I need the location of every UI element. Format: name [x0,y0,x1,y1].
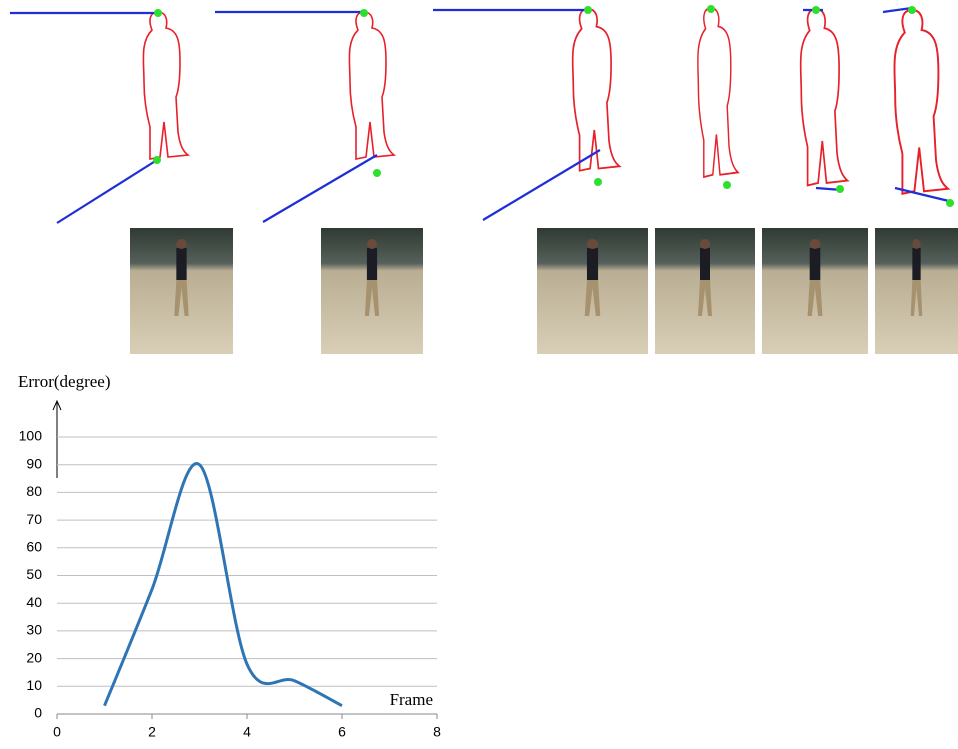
x-tick-label: 8 [433,724,441,740]
video-frames [130,228,958,354]
y-tick-label: 10 [26,677,42,693]
x-tick-label: 0 [53,724,61,740]
silhouettes [10,5,954,223]
y-tick-label: 80 [26,483,42,499]
y-tick-label: 0 [34,705,42,721]
y-tick-label: 50 [26,566,42,582]
y-tick-label: 30 [26,622,42,638]
y-tick-label: 40 [26,594,42,610]
x-tick-label: 6 [338,724,346,740]
y-tick-label: 70 [26,511,42,527]
y-tick-label: 20 [26,649,42,665]
y-tick-label: 60 [26,539,42,555]
x-tick-label: 4 [243,724,251,740]
y-axis-label: Error(degree) [18,372,111,391]
x-axis-label: Frame [390,690,433,709]
x-tick-label: 2 [148,724,156,740]
chart: Error(degree) Frame 01020304050607080901… [18,372,441,740]
y-tick-label: 90 [26,455,42,471]
y-tick-label: 100 [19,428,43,444]
figure: Error(degree) Frame 01020304050607080901… [0,0,958,749]
line [105,464,343,706]
